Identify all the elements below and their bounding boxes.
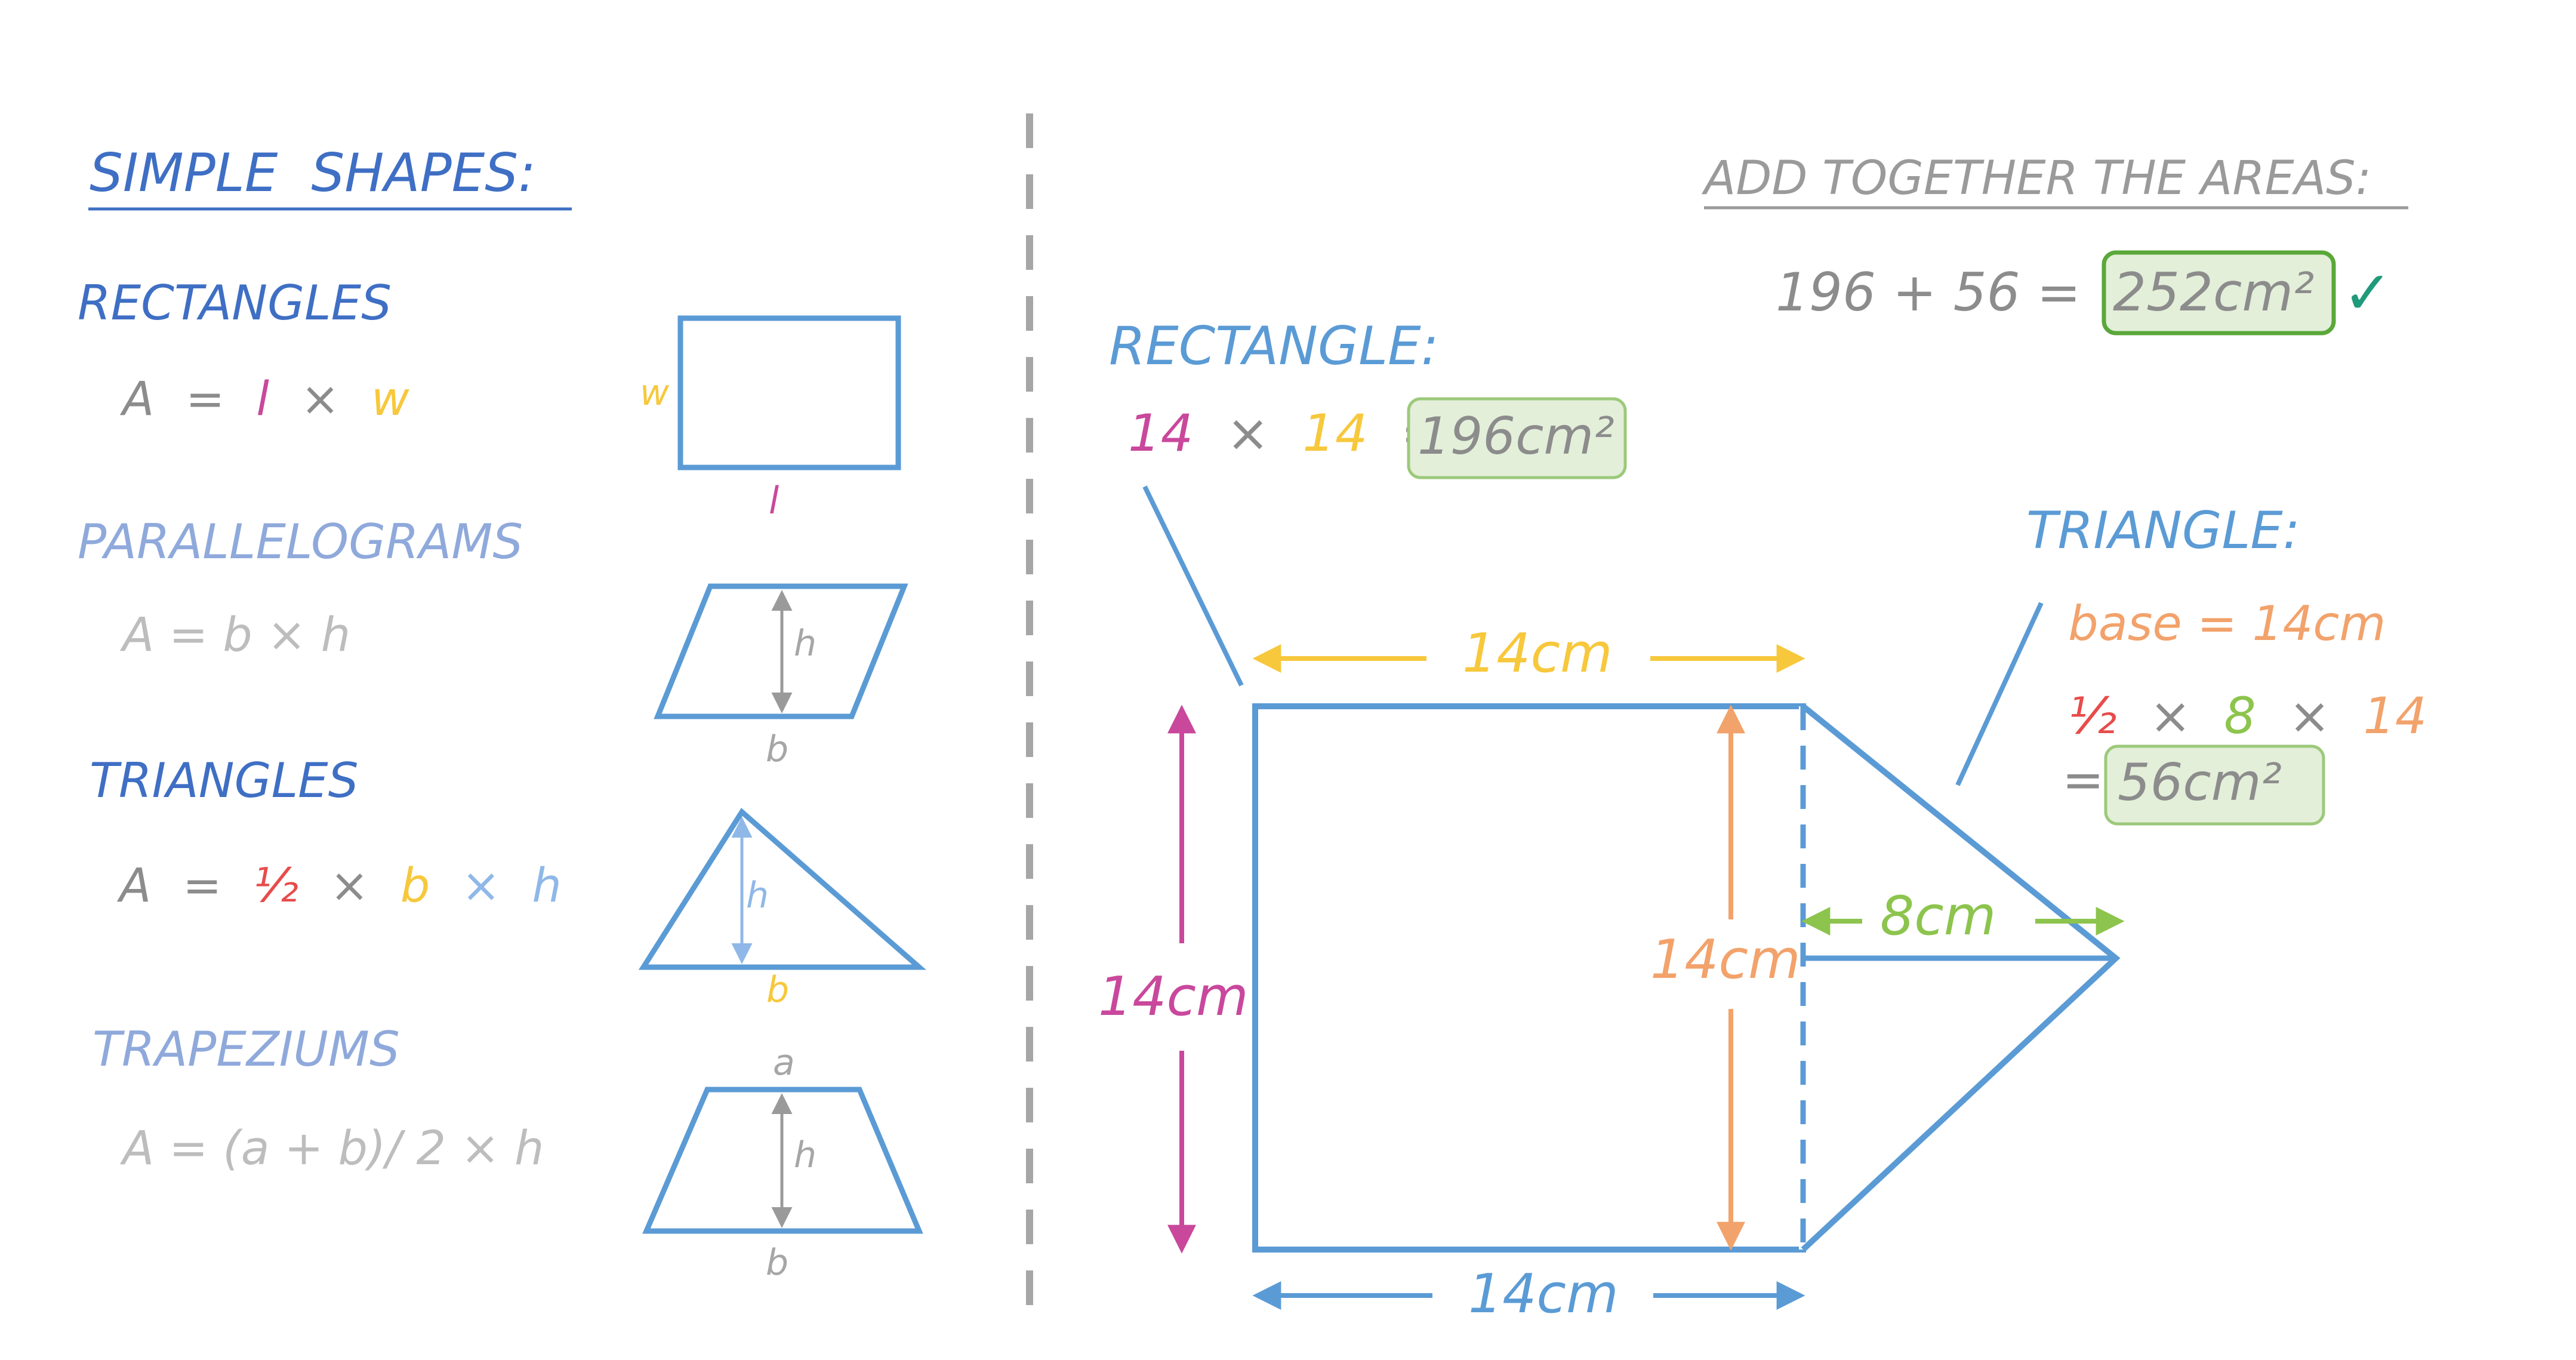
calc-times1: ×: [2149, 687, 2191, 745]
formula-l: l: [256, 373, 269, 426]
bottom-dimension-label: 14cm: [1468, 1263, 1619, 1325]
total-result: 252cm²: [2113, 261, 2314, 323]
formula-h: h: [532, 859, 561, 913]
rectangle-calc: 14 × 14 =: [1128, 404, 1444, 463]
formula-eq: =: [186, 373, 224, 426]
triangle-pointer-line: [1958, 603, 2041, 785]
parallelogram-label-b: b: [766, 728, 788, 770]
triangle-height-label: 8cm: [1880, 885, 1996, 947]
triangle-calc: ½ × 8 × 14: [2068, 687, 2427, 745]
parallelograms-heading: PARALLELOGRAMS: [78, 514, 523, 570]
calc-base: 14: [2363, 687, 2427, 745]
rectangle-formula: A = l × w: [119, 373, 409, 426]
top-dimension-label: 14cm: [1462, 622, 1613, 685]
calc-length: 14: [1128, 404, 1193, 463]
triangle-base: base = 14cm: [2068, 596, 2386, 651]
calc-times2: ×: [2288, 687, 2330, 745]
rectangle-pointer-line: [1145, 487, 1241, 685]
formula-a: A: [116, 859, 151, 913]
trapezium-label-h: h: [794, 1134, 816, 1176]
formula-times1: ×: [330, 859, 369, 913]
rectangle-calc-heading: RECTANGLE:: [1109, 315, 1438, 377]
inner-dimension-label: 14cm: [1650, 928, 1801, 991]
formula-half: ½: [253, 859, 298, 913]
rectangles-heading: RECTANGLES: [78, 275, 392, 331]
parallelogram-label-h: h: [794, 623, 816, 664]
rectangle-shape: [680, 318, 898, 467]
left-dimension-label: 14cm: [1098, 965, 1249, 1028]
triangle-label-b: b: [766, 969, 789, 1011]
triangle-shape: [643, 812, 919, 967]
rectangle-result: 196cm²: [1418, 407, 1614, 466]
formula-times2: ×: [461, 859, 500, 913]
trapezium-formula: A = (a + b)/ 2 × h: [119, 1122, 544, 1176]
calc-times: ×: [1227, 404, 1269, 463]
formula-a: A: [119, 373, 154, 426]
total-sum: 196 + 56 =: [1776, 261, 2081, 323]
rectangle-label-w: w: [640, 372, 670, 414]
triangle-formula: A = ½ × b × h: [116, 859, 562, 913]
calc-width: 14: [1302, 404, 1367, 463]
triangle-calc-eq: =: [2062, 750, 2104, 809]
formula-eq: =: [183, 859, 221, 913]
triangles-heading: TRIANGLES: [90, 753, 359, 808]
rectangle-label-l: l: [769, 479, 779, 522]
calc-height: 8: [2224, 687, 2255, 745]
formula-times: ×: [301, 373, 340, 426]
trapezium-label-a: a: [773, 1042, 795, 1084]
simple-shapes-title: SIMPLE SHAPES:: [90, 142, 536, 204]
trapezium-label-b: b: [766, 1242, 788, 1284]
formula-w: w: [371, 373, 409, 426]
trapeziums-heading: TRAPEZIUMS: [93, 1021, 400, 1077]
total-heading: ADD TOGETHER THE AREAS:: [1701, 152, 2371, 205]
triangle-label-h: h: [746, 875, 769, 916]
formula-b: b: [400, 859, 430, 913]
calc-half: ½: [2068, 687, 2116, 745]
parallelogram-formula: A = b × h: [119, 608, 350, 662]
check-icon: ✓: [2343, 258, 2393, 328]
triangle-result: 56cm²: [2118, 753, 2282, 813]
triangle-calc-heading: TRIANGLE:: [2026, 501, 2300, 561]
